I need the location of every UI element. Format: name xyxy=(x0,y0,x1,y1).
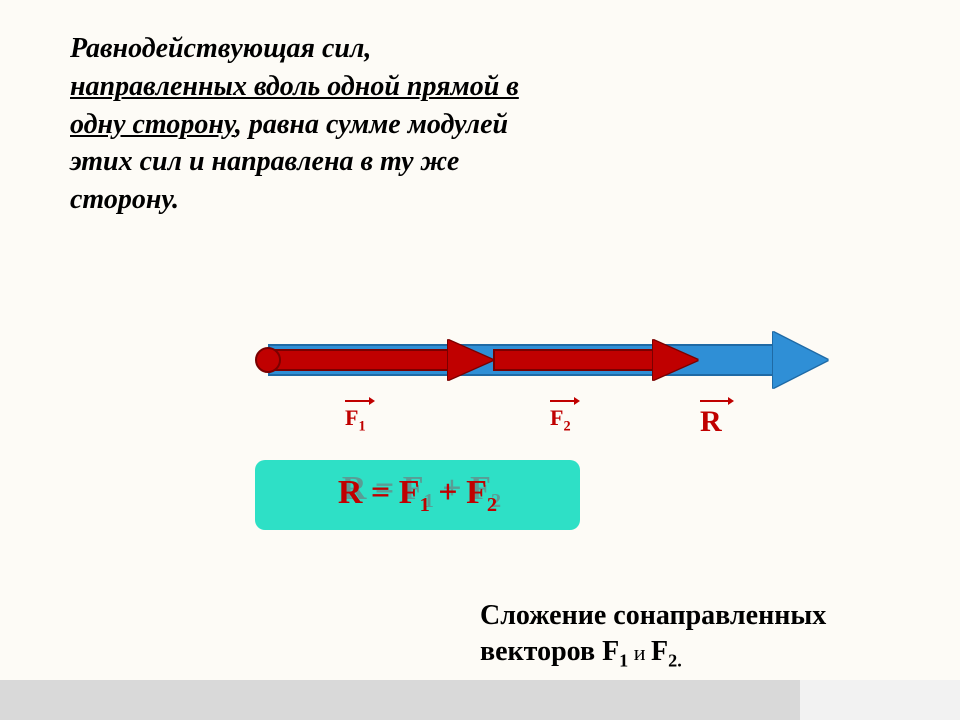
headline-pre: Равнодействующая сил, xyxy=(70,33,371,64)
vector-labels: F1 F2 R xyxy=(250,405,840,445)
vector-F2-shaft xyxy=(493,349,655,371)
vector-F2-head xyxy=(653,340,698,380)
label-R: R xyxy=(700,405,722,439)
label-text: F2 xyxy=(550,405,571,430)
caption-line1: Сложение сонаправленных xyxy=(480,600,826,631)
label-F1: F1 xyxy=(345,405,366,435)
label-text: R xyxy=(700,405,722,438)
vector-diagram xyxy=(250,330,840,390)
caption-sub1: 1 xyxy=(619,651,628,671)
caption-line2a: векторов F xyxy=(480,636,619,667)
vector-F1-shaft xyxy=(268,349,450,371)
label-text: F1 xyxy=(345,405,366,430)
vector-R-head xyxy=(773,332,828,388)
bottom-caption: Сложение сонаправленных векторов F1 и F2… xyxy=(480,598,910,674)
caption-sub2: 2. xyxy=(668,651,682,671)
caption-and: и xyxy=(628,640,651,665)
origin-point xyxy=(255,347,281,373)
label-F2: F2 xyxy=(550,405,571,435)
vector-F1-head xyxy=(448,340,493,380)
formula-text: R = F1 + F2 xyxy=(338,474,497,517)
footer-cap xyxy=(800,680,960,720)
headline-text: Равнодействующая сил, направленных вдоль… xyxy=(70,30,530,219)
caption-line2b: F xyxy=(651,636,668,667)
formula-pill: R = F1 + F2 R = F1 + F2 xyxy=(255,460,580,530)
